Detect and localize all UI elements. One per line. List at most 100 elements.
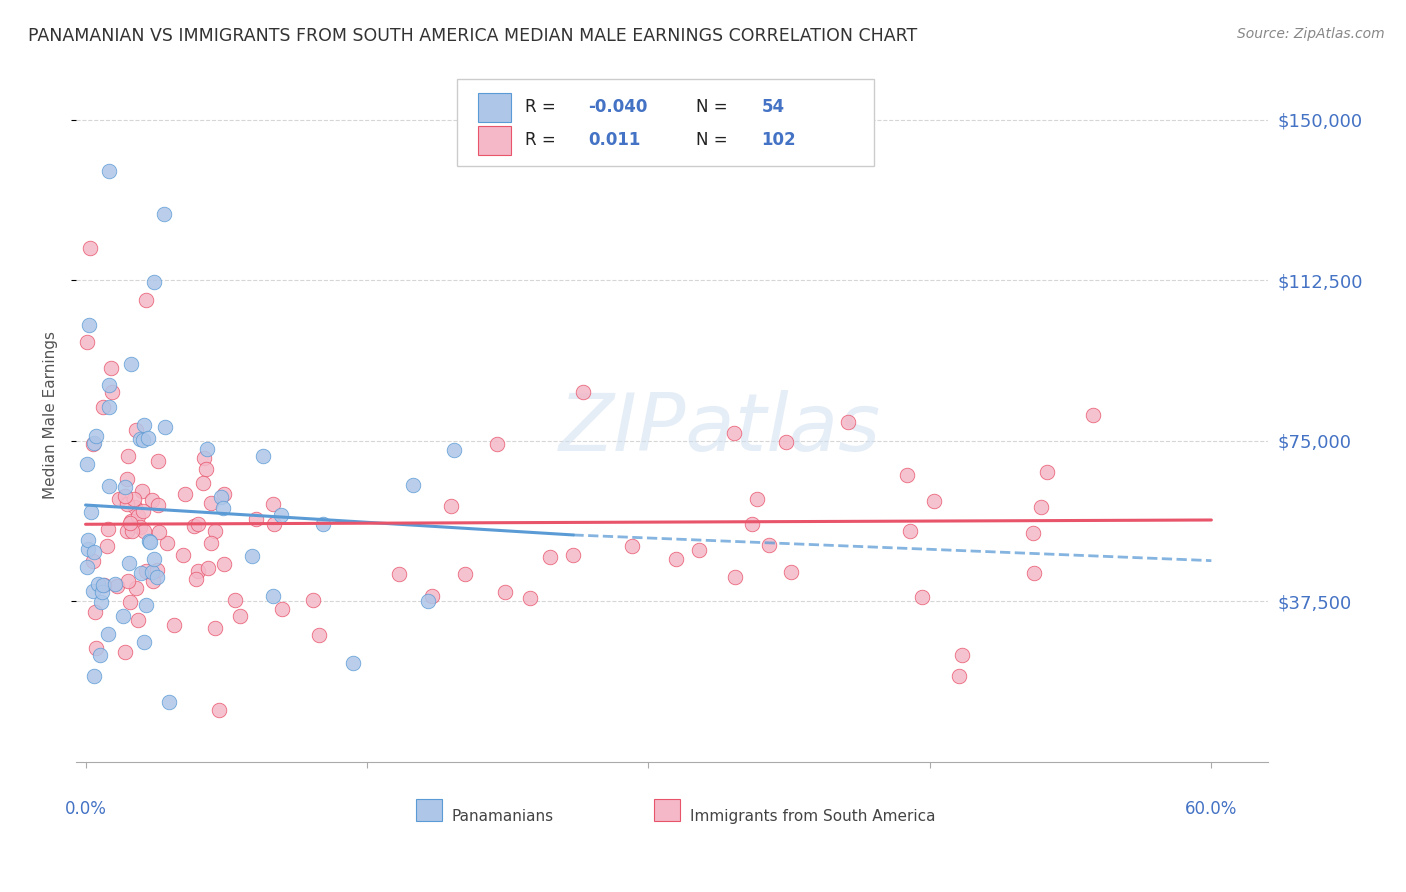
Point [193,451,215,466]
Point [115,497,138,511]
Point [572,384,595,399]
Point [200,535,222,549]
Text: N =: N = [696,131,727,149]
Point [82,553,104,567]
Point [121,524,143,538]
Bar [654,798,681,821]
Text: Panamanians: Panamanians [451,809,554,824]
Point [83,669,105,683]
Point [83,435,105,450]
Point [898,524,921,539]
Point [270,508,292,522]
Point [105,579,128,593]
Point [194,462,217,476]
Point [747,492,769,507]
Point [204,621,226,635]
Point [79,241,101,255]
Point [97,378,120,392]
Point [82,436,104,450]
Point [132,635,155,649]
Point [84,429,107,443]
Point [87,577,110,591]
Point [91,585,114,599]
Text: ZIPatlas: ZIPatlas [558,390,880,468]
Point [896,467,918,482]
Point [97,479,120,493]
Point [723,425,745,440]
Point [211,501,233,516]
Point [148,498,170,512]
Point [200,496,222,510]
FancyBboxPatch shape [457,78,875,166]
Point [950,648,973,662]
Point [97,400,120,414]
Point [208,703,231,717]
Point [187,517,209,532]
Point [117,574,139,588]
Point [155,419,177,434]
Point [197,561,219,575]
Point [183,519,205,533]
Point [135,598,157,612]
Point [141,493,163,508]
Point [229,608,252,623]
Point [129,520,152,534]
Point [174,487,197,501]
Point [135,565,157,579]
Point [76,458,98,472]
Point [1031,500,1053,514]
Point [620,540,643,554]
Point [454,566,477,581]
Text: 0.011: 0.011 [589,131,641,149]
Point [120,516,142,530]
Point [120,514,142,528]
Point [141,565,163,579]
Point [76,542,98,557]
Point [402,478,425,492]
Point [114,489,136,503]
Point [84,640,107,655]
Point [837,415,859,429]
Point [132,524,155,538]
Point [494,584,516,599]
Point [204,524,226,539]
Point [148,524,170,539]
Point [125,423,148,437]
Point [118,556,141,570]
Point [139,534,162,549]
Point [101,384,124,399]
Text: -0.040: -0.040 [589,97,648,116]
Point [212,487,235,501]
Point [93,578,115,592]
Point [562,548,585,562]
Point [96,539,118,553]
Point [342,657,364,671]
Point [91,578,114,592]
Point [118,594,141,608]
Point [163,618,186,632]
Point [665,552,688,566]
Point [156,536,179,550]
Point [135,293,157,307]
Point [262,497,284,511]
Point [538,549,561,564]
Point [108,491,131,506]
Point [114,645,136,659]
Point [142,574,165,589]
Point [120,357,142,371]
Y-axis label: Median Male Earnings: Median Male Earnings [44,331,58,500]
Point [76,335,98,350]
Point [1036,465,1059,479]
Point [82,583,104,598]
Point [146,454,169,468]
Text: 0.0%: 0.0% [65,800,107,818]
Point [271,601,294,615]
Point [416,593,439,607]
Point [242,549,264,563]
Point [308,628,330,642]
Point [97,626,120,640]
Bar [478,126,510,155]
Point [911,590,934,604]
Point [388,566,411,581]
Text: 54: 54 [761,97,785,116]
